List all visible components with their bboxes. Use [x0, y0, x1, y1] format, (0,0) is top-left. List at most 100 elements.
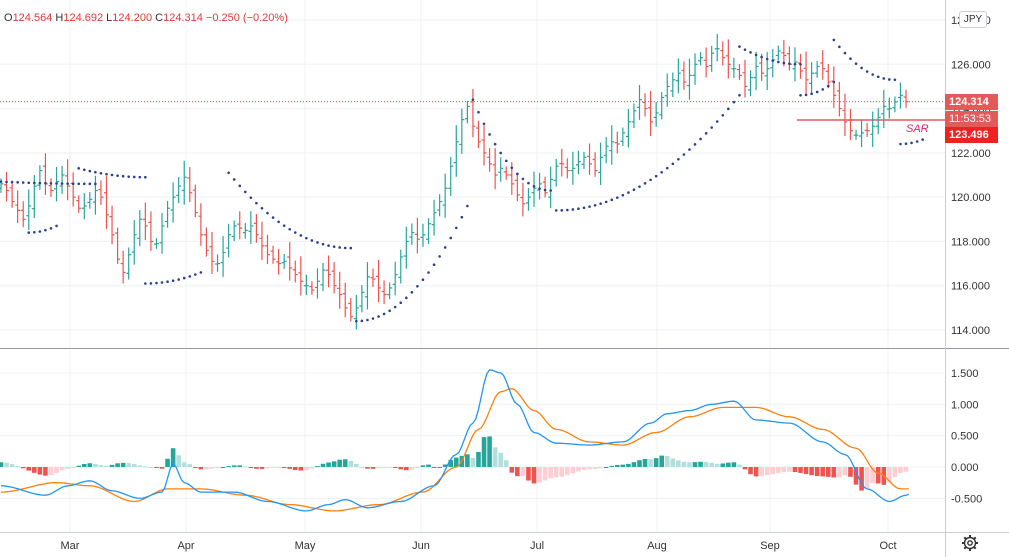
- macd-histogram-bar: [70, 467, 76, 468]
- sar-dot: [738, 45, 741, 48]
- ohlc-bar: [853, 129, 859, 140]
- sar-dot: [121, 174, 125, 178]
- macd-histogram-bar: [481, 437, 487, 467]
- ohlc-bar: [181, 160, 187, 205]
- ohlc-bar: [675, 58, 681, 94]
- macd-histogram-bar: [426, 464, 431, 467]
- macd-histogram-bar: [670, 458, 676, 467]
- macd-histogram-bar: [231, 465, 237, 467]
- ohlc-bar: [259, 221, 265, 261]
- sar-dot: [388, 309, 391, 313]
- sar-dot: [754, 53, 758, 57]
- macd-histogram-bar: [587, 467, 592, 470]
- macd-histogram-bar: [104, 465, 109, 467]
- sar-dot: [21, 181, 25, 184]
- macd-histogram-bar: [703, 461, 709, 467]
- sar-dot: [338, 246, 341, 249]
- ohlc-bar: [192, 184, 198, 218]
- currency-button[interactable]: JPY: [959, 11, 987, 28]
- macd-histogram-bar: [292, 467, 298, 471]
- sar-dot: [266, 211, 269, 215]
- sar-dot: [94, 170, 97, 174]
- ohlc-bar: [398, 249, 404, 284]
- macd-histogram-bar: [126, 463, 131, 467]
- sar-dot: [560, 209, 564, 212]
- ohlc-bar: [464, 100, 470, 124]
- macd-histogram-bar: [659, 455, 665, 467]
- ohlc-bar: [292, 260, 298, 283]
- high-label: H: [55, 12, 64, 24]
- osc-y-tick-label: 1.000: [951, 399, 979, 411]
- last-price-badge: 124.314: [945, 94, 998, 110]
- macd-histogram-bar: [48, 467, 54, 476]
- macd-histogram-bar: [853, 467, 859, 485]
- macd-histogram-bar: [570, 467, 576, 474]
- sar-dot: [849, 57, 852, 61]
- sar-dot: [199, 271, 203, 274]
- sar-dot: [171, 279, 175, 283]
- ohlc-bar: [59, 165, 65, 194]
- sar-dot: [360, 319, 364, 323]
- sar-dot: [38, 181, 42, 185]
- sar-dot: [155, 281, 158, 285]
- ohlc-bar: [487, 148, 493, 172]
- ohlc-bar: [648, 91, 654, 137]
- sar-dot: [471, 98, 475, 102]
- ohlc-bar: [215, 254, 221, 272]
- ohlc-bar: [320, 262, 326, 292]
- sar-dot: [677, 157, 680, 161]
- macd-histogram-bar: [187, 464, 193, 467]
- ohlc-bar: [537, 172, 543, 200]
- sar-dot: [277, 220, 280, 224]
- sar-dot: [893, 78, 897, 82]
- ohlc-bar: [709, 45, 715, 72]
- ohlc-bar: [570, 151, 576, 185]
- macd-histogram-bar: [515, 467, 520, 477]
- sar-dot: [82, 182, 86, 186]
- ohlc-bar: [403, 226, 409, 269]
- macd-histogram-bar: [81, 463, 87, 467]
- macd-histogram-bar: [32, 467, 37, 473]
- y-tick-label: 126.000: [951, 59, 991, 71]
- macd-histogram-bar: [870, 467, 875, 484]
- macd-histogram-bar: [98, 465, 104, 467]
- ohlc-bar: [592, 152, 598, 177]
- macd-histogram-bar: [520, 467, 526, 477]
- sar-dot: [166, 280, 169, 284]
- sar-dot: [332, 245, 336, 248]
- ohlc-bar: [603, 137, 609, 164]
- ohlc-bar: [309, 281, 315, 295]
- ohlc-bar: [903, 89, 909, 108]
- sar-dot: [144, 175, 147, 179]
- ohlc-bar: [620, 127, 626, 146]
- macd-histogram-bar: [365, 467, 370, 469]
- sar-dot: [815, 90, 819, 94]
- ohlc-bar: [842, 93, 848, 137]
- macd-histogram-bar: [181, 462, 187, 467]
- sar-dot: [110, 173, 114, 177]
- sar-dot: [704, 132, 708, 135]
- macd-histogram-bar: [720, 463, 726, 467]
- macd-histogram-bar: [759, 467, 764, 477]
- macd-histogram-bar: [509, 467, 515, 473]
- sar-dot: [27, 181, 31, 185]
- sar-dot: [788, 62, 791, 66]
- sar-dot: [466, 204, 469, 208]
- macd-histogram-bar: [620, 464, 626, 467]
- ohlc-bar: [553, 158, 559, 187]
- macd-histogram-bar: [159, 467, 165, 469]
- x-tick-label: Apr: [177, 540, 194, 552]
- sar-dot: [55, 224, 58, 228]
- ohlc-bar: [587, 143, 593, 175]
- gear-icon[interactable]: [961, 534, 979, 552]
- macd-histogram-bar: [309, 467, 315, 469]
- sar-dot: [399, 301, 403, 305]
- open-label: O: [4, 12, 13, 24]
- macd-histogram-bar: [109, 464, 115, 467]
- ohlc-bar: [748, 70, 754, 97]
- ohlc-bar: [176, 176, 182, 204]
- ohlc-bar: [65, 159, 71, 201]
- macd-histogram-bar: [892, 467, 898, 478]
- macd-histogram-bar: [37, 467, 43, 475]
